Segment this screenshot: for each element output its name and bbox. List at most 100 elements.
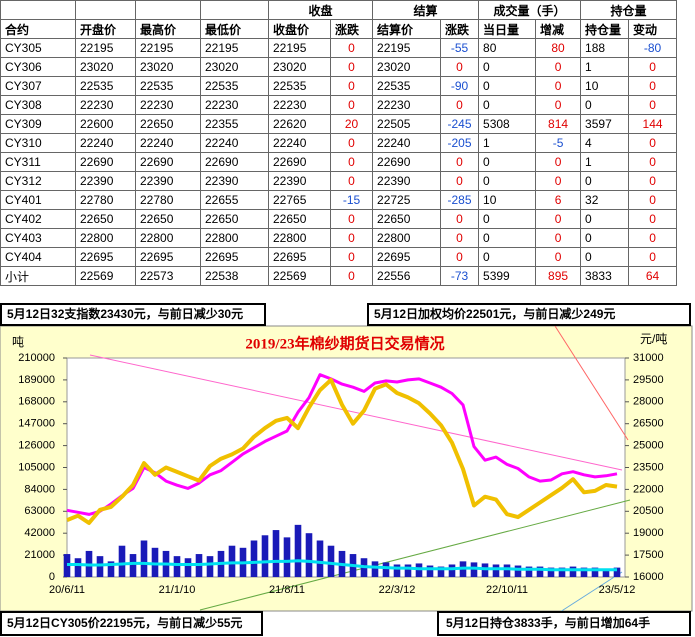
cell: 0: [329, 76, 374, 96]
cell: -73: [440, 266, 480, 286]
column-header: 涨跌: [440, 19, 480, 39]
chart-title: 2019/23年棉纱期货日交易情况: [245, 334, 444, 352]
y2-tick-label: 31000: [633, 352, 664, 364]
cell: 22355: [200, 114, 269, 134]
cell: 22780: [75, 190, 136, 210]
volume-bar: [206, 556, 214, 577]
cell: 22240: [372, 133, 442, 153]
header-cell: [200, 0, 269, 20]
cell: -55: [440, 38, 480, 58]
cell: 5399: [478, 266, 537, 286]
cell: 10: [580, 76, 630, 96]
group-header: 收盘: [267, 0, 374, 20]
cell: 0: [440, 228, 480, 248]
cell: 0: [329, 38, 374, 58]
cell: 0: [535, 57, 582, 77]
y-tick-label: 0: [49, 571, 55, 583]
column-header: 合约: [0, 19, 76, 39]
cell: 5308: [478, 114, 537, 134]
cell: 0: [535, 209, 582, 229]
cell: 23020: [372, 57, 442, 77]
y2-tick-label: 22000: [633, 483, 664, 495]
volume-bar: [184, 558, 192, 577]
x-tick-label: 22/10/11: [486, 584, 528, 596]
cell: 0: [535, 152, 582, 172]
cell: 22650: [200, 209, 269, 229]
column-header: 最低价: [200, 19, 269, 39]
table-row: CY403 22800 22800 22800 22800 0 22800 0 0 0 0 0: [0, 228, 678, 248]
cell: 188: [580, 38, 630, 58]
y2-axis-label: 元/吨: [640, 332, 667, 346]
cell: 22538: [200, 266, 269, 286]
volume-bar: [294, 524, 302, 577]
table-row: CY404 22695 22695 22695 22695 0 22695 0 0 0 0 0: [0, 247, 678, 267]
cell: CY311: [0, 152, 76, 172]
table-row: 小计 22569 22573 22538 22569 0 22556 -73 5399 895 38…: [0, 266, 678, 286]
volume-bar: [151, 547, 159, 577]
cell: 22800: [200, 228, 269, 248]
cell: 22600: [75, 114, 136, 134]
cell: 0: [628, 95, 678, 115]
y-tick-label: 105000: [18, 461, 55, 473]
volume-bar: [470, 562, 478, 577]
cell: 0: [478, 152, 537, 172]
y2-tick-label: 28000: [633, 396, 664, 408]
volume-bar: [514, 565, 522, 577]
volume-bar: [371, 561, 379, 577]
cell: 22535: [268, 76, 331, 96]
cell: 22240: [135, 133, 201, 153]
cell: 小计: [0, 266, 76, 286]
table-row: CY310 22240 22240 22240 22240 0 22240 -205 1 -5 4 0: [0, 133, 678, 153]
cell: 0: [628, 209, 678, 229]
column-header: 当日量: [478, 19, 537, 39]
pointer-line: [554, 325, 629, 441]
volume-bar: [393, 564, 401, 577]
volume-bar: [503, 564, 511, 577]
y-tick-label: 147000: [18, 418, 55, 430]
y2-tick-label: 20500: [633, 505, 664, 517]
cell: -285: [440, 190, 480, 210]
cell: -245: [440, 114, 480, 134]
cell: 22690: [200, 152, 269, 172]
cell: 0: [535, 95, 582, 115]
y2-tick-label: 26500: [633, 418, 664, 430]
header-row: 收盘 结算 成交量（手） 持仓量: [0, 0, 678, 20]
cell: 22650: [372, 209, 442, 229]
cell: CY309: [0, 114, 76, 134]
cell: CY305: [0, 38, 76, 58]
pointer-line: [559, 571, 623, 613]
header-cell: [0, 0, 76, 20]
y-tick-label: 126000: [18, 440, 55, 452]
note: 5月12日持仓3833手，与前日增加64手: [446, 615, 650, 630]
cell: 0: [535, 228, 582, 248]
volume-bar: [316, 540, 324, 577]
cell: CY312: [0, 171, 76, 191]
group-header: 成交量（手）: [478, 0, 582, 20]
cell: 3833: [580, 266, 630, 286]
y-tick-label: 168000: [18, 396, 55, 408]
cell: 0: [329, 95, 374, 115]
cell: 23020: [268, 57, 331, 77]
cell: 895: [535, 266, 582, 286]
cell: 0: [329, 209, 374, 229]
volume-bar: [547, 567, 555, 577]
cell: 10: [478, 190, 537, 210]
note: 5月12日CY305价22195元，与前日减少55元: [7, 615, 242, 630]
cell: 64: [628, 266, 678, 286]
cell: 0: [535, 247, 582, 267]
cell: 0: [440, 247, 480, 267]
cell: 4: [580, 133, 630, 153]
cell: 1: [478, 133, 537, 153]
header-cell: [135, 0, 201, 20]
volume-bar: [96, 556, 104, 577]
volume-bar: [426, 565, 434, 577]
cell: 22800: [268, 228, 331, 248]
cell: -5: [535, 133, 582, 153]
cell: 80: [478, 38, 537, 58]
cell: 22240: [268, 133, 331, 153]
y-tick-label: 21000: [24, 549, 55, 561]
cell: 22690: [372, 152, 442, 172]
column-header: 持仓量: [580, 19, 630, 39]
